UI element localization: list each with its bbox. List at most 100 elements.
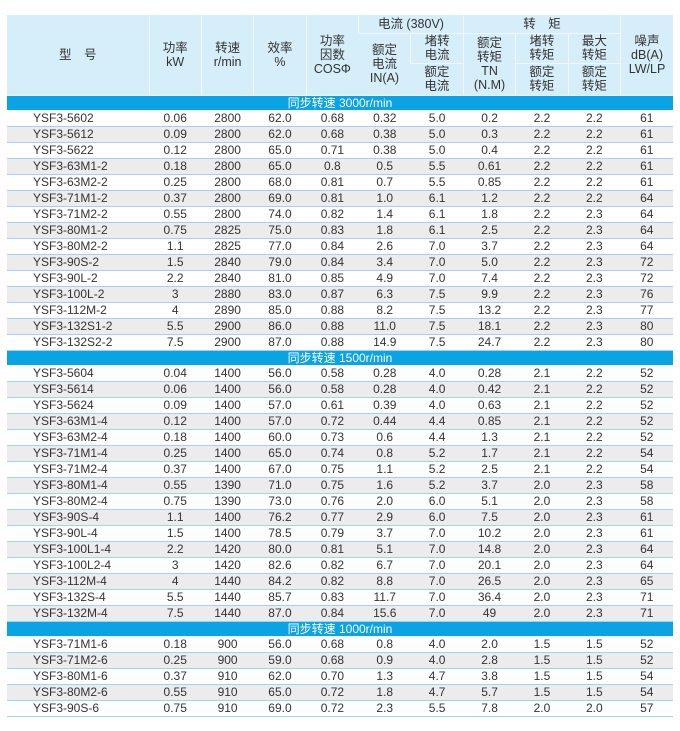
- model-cell: YSF3-80M2-6: [7, 684, 149, 701]
- table-row: YSF3-63M1-2 0.18 2800 65.0 0.8 0.5 5.5 0.61 2.2 2…: [7, 158, 673, 175]
- value-cell: 52: [620, 652, 673, 669]
- value-cell: 0.68: [306, 110, 359, 127]
- value-cell: 7.5: [410, 286, 464, 303]
- value-cell: 0.44: [358, 413, 411, 430]
- model-cell: YSF3-132S-4: [7, 589, 149, 606]
- value-cell: 2.2: [149, 541, 202, 558]
- value-cell: 2800: [201, 126, 254, 143]
- value-cell: 2.0: [515, 700, 569, 717]
- value-cell: 67.0: [253, 461, 307, 478]
- table-row: YSF3-90S-6 0.75 910 69.0 0.72 2.3 5.5 7.8 2.0 2.0…: [7, 700, 673, 717]
- value-cell: 52: [620, 381, 673, 398]
- value-cell: 0.84: [306, 254, 359, 271]
- value-cell: 2.2: [515, 206, 569, 223]
- value-cell: 71: [620, 589, 673, 606]
- value-cell: 1420: [201, 557, 254, 574]
- value-cell: 0.73: [306, 429, 359, 446]
- value-cell: 1.8: [358, 684, 411, 701]
- value-cell: 2800: [201, 174, 254, 191]
- model-cell: YSF3-132S2-2: [7, 334, 149, 351]
- value-cell: 1.2: [463, 190, 516, 207]
- value-cell: 77.0: [253, 238, 307, 255]
- value-cell: 2.3: [568, 541, 621, 558]
- value-cell: 6.3: [358, 286, 411, 303]
- section-title: 同步转速 1500r/min: [7, 350, 673, 366]
- model-cell: YSF3-90S-6: [7, 700, 149, 717]
- value-cell: 900: [201, 636, 254, 653]
- value-cell: 75.0: [253, 222, 307, 239]
- value-cell: 0.88: [306, 334, 359, 351]
- model-cell: YSF3-90L-2: [7, 270, 149, 287]
- model-cell: YSF3-5602: [7, 110, 149, 127]
- value-cell: 2.2: [568, 413, 621, 430]
- value-cell: 2.0: [463, 636, 516, 653]
- value-cell: 0.5: [358, 158, 411, 175]
- value-cell: 0.9: [358, 652, 411, 669]
- value-cell: 0.58: [306, 381, 359, 398]
- value-cell: 0.38: [358, 142, 411, 159]
- value-cell: 2800: [201, 190, 254, 207]
- value-cell: 1400: [201, 509, 254, 526]
- value-cell: 0.38: [358, 126, 411, 143]
- header-speed: 转速 r/min: [200, 15, 254, 96]
- value-cell: 2.2: [515, 174, 569, 191]
- value-cell: 1.5: [515, 668, 569, 685]
- value-cell: 1.8: [358, 222, 411, 239]
- value-cell: 5.0: [463, 254, 516, 271]
- model-cell: YSF3-71M1-2: [7, 190, 149, 207]
- value-cell: 0.09: [149, 397, 202, 414]
- header-locked-current-top: 堵转 电流: [410, 33, 464, 64]
- table-row: YSF3-80M2-2 1.1 2825 77.0 0.84 2.6 7.0 3.7 2.2 2.…: [7, 238, 673, 255]
- value-cell: 0.18: [149, 636, 202, 653]
- value-cell: 2.2: [515, 158, 569, 175]
- value-cell: 1400: [201, 445, 254, 462]
- value-cell: 64: [620, 541, 673, 558]
- value-cell: 2.2: [515, 190, 569, 207]
- value-cell: 2800: [201, 110, 254, 127]
- model-cell: YSF3-100L2-4: [7, 557, 149, 574]
- value-cell: 0.39: [358, 397, 411, 414]
- value-cell: 14.9: [358, 334, 411, 351]
- value-cell: 52: [620, 636, 673, 653]
- value-cell: 26.5: [463, 573, 516, 590]
- value-cell: 2.3: [568, 270, 621, 287]
- value-cell: 2.0: [515, 477, 569, 494]
- table-row: YSF3-100L2-4 3 1420 82.6 0.82 6.7 7.0 20.1 2.0 2.…: [7, 557, 673, 574]
- value-cell: 7.0: [410, 238, 464, 255]
- value-cell: 65.0: [253, 142, 307, 159]
- value-cell: 36.4: [463, 589, 516, 606]
- value-cell: 9.9: [463, 286, 516, 303]
- value-cell: 1440: [201, 573, 254, 590]
- value-cell: 1.5: [515, 636, 569, 653]
- value-cell: 2.2: [568, 110, 621, 127]
- value-cell: 0.68: [306, 636, 359, 653]
- value-cell: 0.06: [149, 110, 202, 127]
- value-cell: 7.5: [410, 318, 464, 335]
- model-cell: YSF3-71M2-2: [7, 206, 149, 223]
- value-cell: 2.3: [568, 286, 621, 303]
- table-row: YSF3-5614 0.06 1400 56.0 0.58 0.28 4.0 0.42 2.1 2…: [7, 381, 673, 398]
- value-cell: 1390: [201, 493, 254, 510]
- table-row: YSF3-5622 0.12 2800 65.0 0.71 0.38 5.0 0.4 2.2 2.…: [7, 142, 673, 159]
- value-cell: 3.4: [358, 254, 411, 271]
- value-cell: 57: [620, 700, 673, 717]
- table-row: YSF3-63M1-4 0.12 1400 57.0 0.72 0.44 4.4 0.85 2.…: [7, 413, 673, 430]
- value-cell: 2840: [201, 270, 254, 287]
- value-cell: 3.7: [358, 525, 411, 542]
- value-cell: 7.8: [463, 700, 516, 717]
- model-cell: YSF3-5614: [7, 381, 149, 398]
- value-cell: 5.5: [149, 318, 202, 335]
- value-cell: 61: [620, 174, 673, 191]
- value-cell: 84.2: [253, 573, 307, 590]
- value-cell: 2.0: [358, 493, 411, 510]
- value-cell: 1.6: [358, 477, 411, 494]
- value-cell: 3: [149, 286, 202, 303]
- header-power-factor: 功率 因数 COSΦ: [305, 15, 359, 96]
- value-cell: 0.58: [306, 365, 359, 382]
- value-cell: 2.0: [515, 493, 569, 510]
- motor-spec-table: 型 号 功率 kW 转速 r/min 效率 % 功率 因数 COSΦ 电流 (3…: [7, 15, 673, 717]
- value-cell: 0.75: [306, 461, 359, 478]
- value-cell: 86.0: [253, 318, 307, 335]
- value-cell: 0.79: [306, 525, 359, 542]
- value-cell: 80: [620, 334, 673, 351]
